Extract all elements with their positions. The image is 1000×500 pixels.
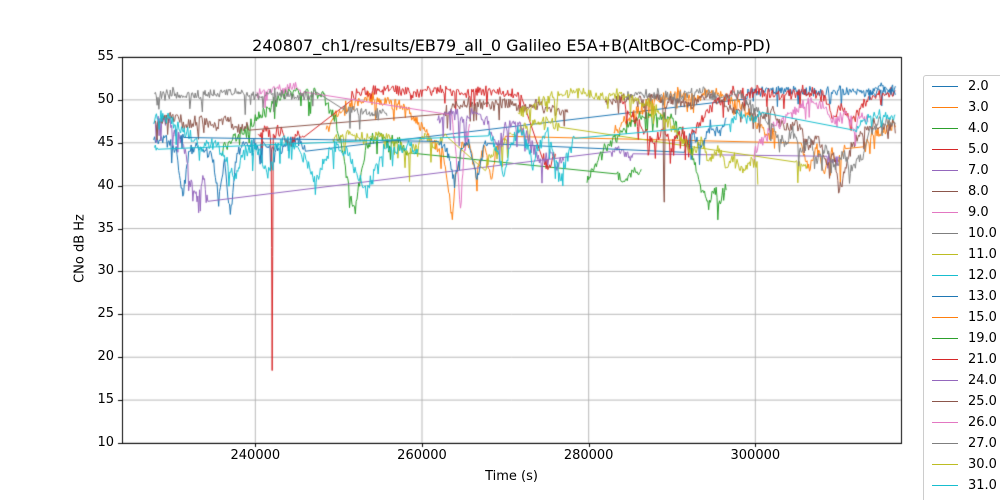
legend-item: 2.0 [932,76,1000,97]
legend-line-swatch [932,401,958,402]
legend-line-swatch [932,296,958,297]
legend-line-swatch [932,380,958,381]
legend-label: 11.0 [968,247,997,262]
y-tick-label: 30 [97,263,114,279]
legend-item: 33.0 [932,496,1000,500]
legend-item: 31.0 [932,475,1000,496]
legend-label: 24.0 [968,373,997,388]
legend-line-swatch [932,464,958,465]
legend-line-swatch [932,128,958,129]
legend-label: 5.0 [968,142,989,157]
legend-label: 10.0 [968,226,997,241]
legend-label: 4.0 [968,121,989,136]
legend-label: 2.0 [968,79,989,94]
y-axis-label: CNo dB Hz [72,214,88,283]
legend-line-swatch [932,107,958,108]
legend-label: 15.0 [968,310,997,325]
legend-item: 27.0 [932,433,1000,454]
legend-label: 13.0 [968,289,997,304]
legend-item: 21.0 [932,349,1000,370]
legend-line-swatch [932,149,958,150]
y-tick-label: 55 [97,49,114,64]
legend-label: 7.0 [968,163,989,178]
legend-label: 19.0 [968,331,997,346]
legend-item: 19.0 [932,328,1000,349]
legend-label: 26.0 [968,415,997,430]
legend-line-swatch [932,212,958,213]
legend-item: 30.0 [932,454,1000,475]
legend-line-swatch [932,317,958,318]
legend-item: 4.0 [932,118,1000,139]
y-tick-label: 45 [97,134,114,150]
legend-item: 3.0 [932,97,1000,118]
legend-label: 12.0 [968,268,997,283]
x-axis-label: Time (s) [485,469,538,484]
legend-line-swatch [932,233,958,234]
legend-label: 9.0 [968,205,989,220]
x-tick-label: 260000 [397,448,447,463]
legend-label: 31.0 [968,478,997,493]
legend-line-swatch [932,443,958,444]
legend-label: 8.0 [968,184,989,199]
legend-item: 26.0 [932,412,1000,433]
y-tick-label: 15 [97,392,114,408]
legend-label: 3.0 [968,100,989,115]
legend-item: 7.0 [932,160,1000,181]
legend-item: 24.0 [932,370,1000,391]
x-tick-label: 240000 [230,448,281,463]
legend-item: 5.0 [932,139,1000,160]
x-tick-label: 300000 [730,448,781,463]
y-tick-label: 20 [97,349,114,365]
legend-item: 8.0 [932,181,1000,202]
legend-line-swatch [932,485,958,486]
legend-line-swatch [932,422,958,423]
legend-item: 12.0 [932,265,1000,286]
legend-line-swatch [932,275,958,276]
legend-label: 21.0 [968,352,997,367]
legend-line-swatch [932,191,958,192]
x-tick-label: 280000 [563,448,614,463]
y-tick-label: 10 [97,435,114,450]
legend-item: 10.0 [932,223,1000,244]
legend-line-swatch [932,359,958,360]
legend-line-swatch [932,254,958,255]
y-tick-label: 25 [97,306,114,322]
legend-box: 2.0 3.0 4.0 5.0 7.0 8.0 9.0 10.0 11.0 12.0 13.0 15.… [923,75,1000,500]
legend-item: 13.0 [932,286,1000,307]
legend-item: 11.0 [932,244,1000,265]
legend-item: 25.0 [932,391,1000,412]
y-tick-label: 35 [97,220,114,236]
y-tick-label: 50 [97,91,114,107]
legend-line-swatch [932,338,958,339]
legend-label: 27.0 [968,436,997,451]
legend-label: 30.0 [968,457,997,472]
legend-line-swatch [932,170,958,171]
y-tick-label: 40 [97,177,114,193]
legend-item: 15.0 [932,307,1000,328]
legend-label: 25.0 [968,394,997,409]
legend-line-swatch [932,86,958,87]
legend-item: 9.0 [932,202,1000,223]
